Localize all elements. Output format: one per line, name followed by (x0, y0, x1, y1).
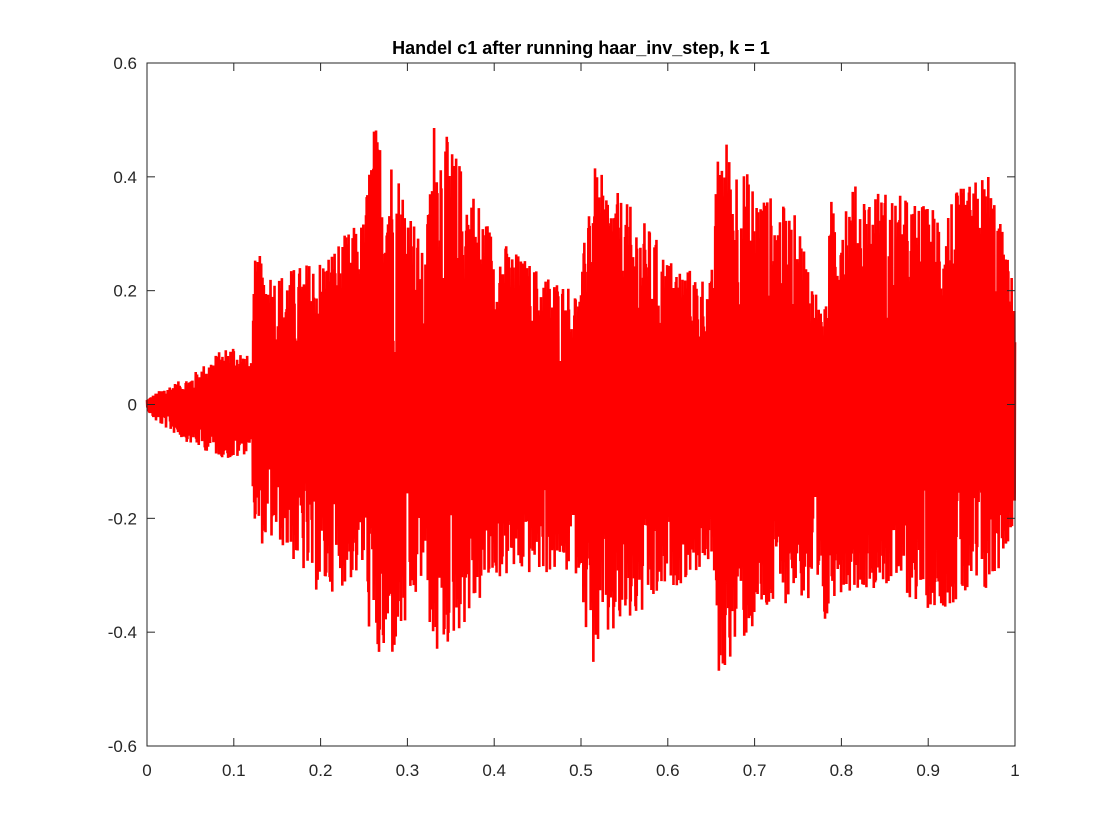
x-tick-label: 0.1 (222, 761, 246, 780)
y-tick-label: -0.4 (108, 623, 137, 642)
x-tick-label: 0.9 (916, 761, 940, 780)
y-tick-label: 0.4 (113, 168, 137, 187)
x-tick-label: 1 (1010, 761, 1019, 780)
x-tick-label: 0.2 (309, 761, 333, 780)
x-tick-label: 0.3 (396, 761, 420, 780)
y-tick-labels: -0.6 -0.4 -0.2 0 0.2 0.4 0.6 (108, 54, 137, 756)
y-tick-label: 0 (128, 396, 137, 415)
waveform-line (145, 128, 1017, 671)
ticks-group (146, 62, 1016, 747)
x-tick-label: 0 (142, 761, 151, 780)
series-group (145, 128, 1017, 671)
x-tick-label: 0.5 (569, 761, 593, 780)
chart-title: Handel c1 after running haar_inv_step, k… (392, 38, 770, 58)
y-tick-label: -0.6 (108, 737, 137, 756)
x-tick-label: 0.8 (830, 761, 854, 780)
y-tick-label: 0.2 (113, 282, 137, 301)
y-tick-label: -0.2 (108, 509, 137, 528)
y-tick-label: 0.6 (113, 54, 137, 73)
axes: 0 0.1 0.2 0.3 0.4 0.5 0.6 0.7 0.8 0.9 1 -0.6-0.4-0… (108, 54, 1020, 780)
x-tick-label: 0.6 (656, 761, 680, 780)
x-tick-label: 0.4 (482, 761, 506, 780)
x-tick-label: 0.7 (743, 761, 767, 780)
x-tick-labels: 0 0.1 0.2 0.3 0.4 0.5 0.6 0.7 0.8 0.9 1 (142, 761, 1019, 780)
